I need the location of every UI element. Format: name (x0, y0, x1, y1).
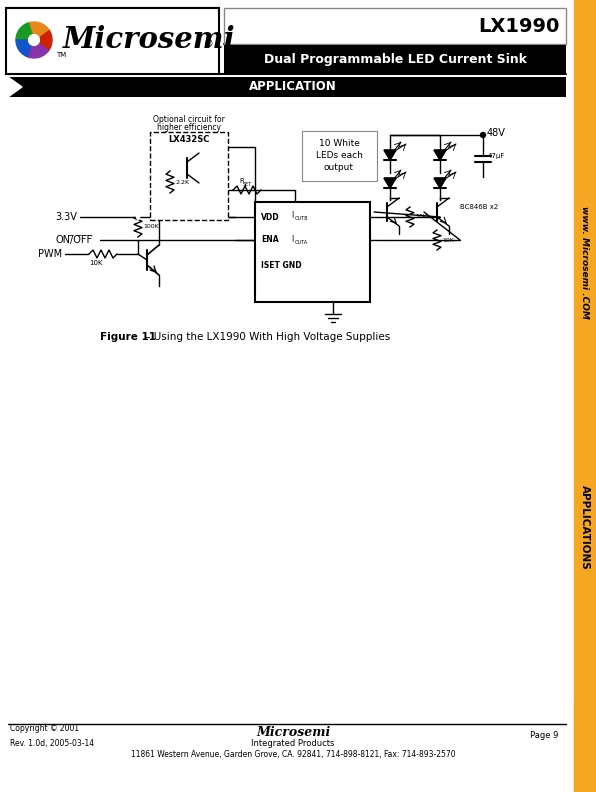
Text: ENA: ENA (261, 235, 278, 245)
Text: 47μF: 47μF (488, 153, 505, 159)
Wedge shape (16, 23, 34, 40)
Text: R: R (240, 178, 244, 184)
Text: APPLICATIONS: APPLICATIONS (580, 485, 590, 569)
Text: 10K: 10K (89, 260, 103, 266)
Text: Dual Programmable LED Current Sink: Dual Programmable LED Current Sink (263, 52, 526, 66)
Bar (255, 202, 370, 302)
Text: SET: SET (243, 181, 252, 186)
Wedge shape (29, 22, 48, 40)
Text: 3.3V: 3.3V (55, 212, 77, 222)
Wedge shape (16, 40, 34, 57)
Text: – Using the LX1990 With High Voltage Supplies: – Using the LX1990 With High Voltage Sup… (142, 332, 390, 342)
Text: TM: TM (56, 52, 66, 58)
Bar (150, 132, 228, 220)
Text: 100K: 100K (143, 223, 159, 229)
Text: Integrated Products: Integrated Products (252, 740, 335, 748)
Text: LX1990: LX1990 (479, 17, 560, 36)
Polygon shape (151, 288, 167, 304)
Bar (224, 8, 566, 44)
Text: higher efficiency: higher efficiency (157, 124, 221, 132)
Bar (224, 45, 566, 74)
Bar (8, 77, 566, 97)
Text: I: I (291, 211, 293, 220)
Wedge shape (29, 40, 48, 58)
Text: 2.2K: 2.2K (175, 180, 189, 185)
Text: PWM: PWM (38, 249, 62, 259)
Text: Optional circuit for: Optional circuit for (153, 115, 225, 124)
Text: LX432SC: LX432SC (168, 135, 210, 144)
Text: 11861 Western Avenue, Garden Grove, CA. 92841, 714-898-8121, Fax: 714-893-2570: 11861 Western Avenue, Garden Grove, CA. … (131, 751, 455, 760)
Text: Microsemi: Microsemi (256, 726, 330, 740)
Polygon shape (475, 179, 491, 195)
Text: OUTB: OUTB (295, 216, 309, 222)
Bar (302, 131, 377, 181)
Circle shape (29, 35, 39, 45)
Text: Microsemi: Microsemi (63, 25, 236, 55)
Bar (574, 0, 596, 792)
Polygon shape (384, 150, 396, 160)
Text: ISET GND: ISET GND (261, 261, 302, 269)
Polygon shape (434, 150, 446, 160)
Text: Page 9: Page 9 (530, 730, 558, 740)
Text: I: I (291, 234, 293, 243)
Text: ON/̅O̅F̅F̅: ON/̅O̅F̅F̅ (55, 235, 92, 245)
Text: OUTA: OUTA (295, 239, 308, 245)
Polygon shape (8, 77, 22, 97)
Text: VDD: VDD (261, 212, 280, 222)
Text: output: output (324, 162, 354, 172)
Text: 48V: 48V (487, 128, 506, 138)
Polygon shape (384, 178, 396, 188)
Wedge shape (34, 29, 52, 51)
Polygon shape (434, 178, 446, 188)
Polygon shape (130, 204, 146, 220)
Bar (6, 8, 219, 74)
Text: 10K: 10K (415, 215, 427, 219)
Text: LEDs each: LEDs each (315, 150, 362, 159)
Text: APPLICATION: APPLICATION (249, 81, 337, 93)
Text: ®: ® (203, 39, 213, 49)
Polygon shape (574, 702, 596, 792)
Text: 10K: 10K (442, 238, 454, 242)
Text: Figure 11: Figure 11 (100, 332, 156, 342)
Text: 10 White: 10 White (319, 139, 359, 147)
Text: BC846B x2: BC846B x2 (460, 204, 498, 210)
Circle shape (480, 132, 486, 138)
Text: Copyright © 2001
Rev. 1.0d, 2005-03-14: Copyright © 2001 Rev. 1.0d, 2005-03-14 (10, 724, 94, 748)
Text: www. Microsemi .COM: www. Microsemi .COM (581, 206, 589, 318)
